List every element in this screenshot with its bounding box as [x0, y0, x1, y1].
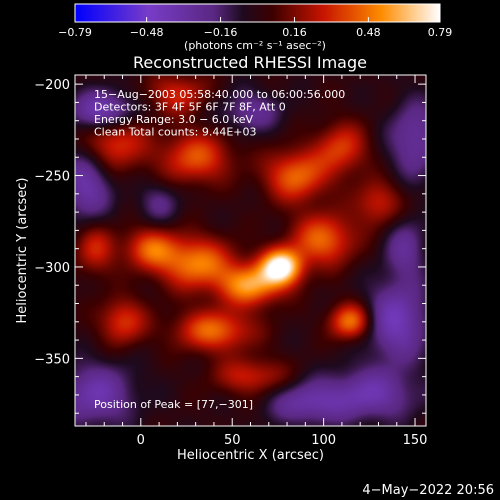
chart-title: Reconstructed RHESSI Image: [133, 53, 367, 72]
y-tick-label: −350: [34, 352, 70, 367]
colorbar-tick-label: −0.48: [130, 26, 164, 39]
colorbar-tick-label: −0.16: [204, 26, 238, 39]
colorbar-unit-label: (photons cm⁻² s⁻¹ asec⁻²): [184, 39, 326, 52]
timestamp: 4−May−2022 20:56: [362, 483, 494, 498]
peak-label: Position of Peak = [77,−301]: [94, 398, 253, 411]
x-tick-label: 50: [224, 433, 241, 448]
colorbar-frame: [74, 3, 441, 23]
colorbar-ticks: −0.79 −0.48 −0.16 0.16 0.48 0.79: [58, 17, 452, 39]
annotation-energy-range: Energy Range: 3.0 − 6.0 keV: [94, 113, 254, 126]
annotations: 15−Aug−2003 05:58:40.000 to 06:00:56.000…: [94, 88, 345, 139]
annotation-total-counts: Clean Total counts: 9.44E+03: [94, 126, 257, 139]
y-tick-label: −200: [34, 78, 70, 93]
y-tick-label: −300: [34, 261, 70, 276]
x-tick-label: 150: [403, 433, 428, 448]
axis-ticks: 0 50 100 150 −200 −250 −300 −350: [34, 75, 427, 448]
x-tick-label: 100: [311, 433, 336, 448]
colorbar-tick-label: 0.48: [356, 26, 381, 39]
x-tick-label: 0: [137, 433, 145, 448]
colorbar-tick-label: −0.79: [58, 26, 92, 39]
annotation-detectors: Detectors: 3F 4F 5F 6F 7F 8F, Att 0: [94, 101, 286, 114]
colorbar-tick-label: 0.79: [428, 26, 453, 39]
y-tick-label: −250: [34, 170, 70, 185]
annotation-time-range: 15−Aug−2003 05:58:40.000 to 06:00:56.000: [94, 88, 345, 101]
colorbar-tick-label: 0.16: [282, 26, 307, 39]
y-axis-label: Heliocentric Y (arcsec): [15, 178, 30, 324]
x-axis-label: Heliocentric X (arcsec): [177, 448, 324, 463]
